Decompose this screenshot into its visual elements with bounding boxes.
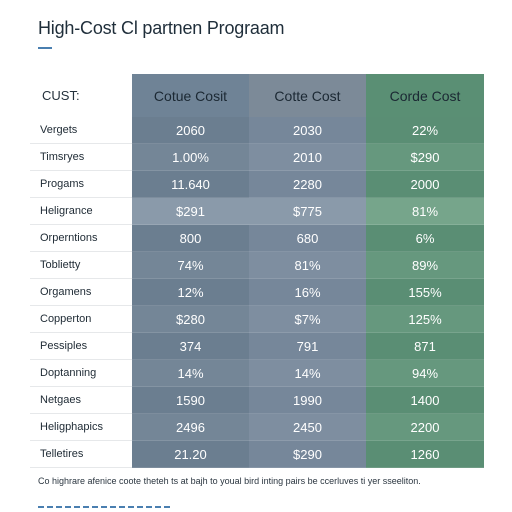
corner-label: CUST: xyxy=(30,74,132,117)
table-cell: 81% xyxy=(249,251,366,279)
table-cell: 1.00% xyxy=(132,143,249,171)
table-cell: 14% xyxy=(249,359,366,387)
table-cell: $291 xyxy=(132,197,249,225)
table-row: Toblietty 74% 81% 89% xyxy=(30,251,484,279)
table-row: Netgaes 1590 1990 1400 xyxy=(30,386,484,414)
table-row: Pessiples 374 791 871 xyxy=(30,332,484,360)
table-cell: 1400 xyxy=(366,386,484,414)
table-cell: $7% xyxy=(249,305,366,333)
row-label: Doptanning xyxy=(30,359,132,387)
table-cell: $280 xyxy=(132,305,249,333)
table-cell: 791 xyxy=(249,332,366,360)
row-label: Orgamens xyxy=(30,278,132,306)
row-label: Telletires xyxy=(30,440,132,468)
table-cell: 2010 xyxy=(249,143,366,171)
table-cell: 2496 xyxy=(132,413,249,441)
table-cell: 16% xyxy=(249,278,366,306)
table-cell: 6% xyxy=(366,224,484,252)
table-cell: 871 xyxy=(366,332,484,360)
table-cell: 155% xyxy=(366,278,484,306)
row-label: Copperton xyxy=(30,305,132,333)
row-label: Heligrance xyxy=(30,197,132,225)
table-cell: 11.640 xyxy=(132,170,249,198)
table-row: Timsryes 1.00% 2010 $290 xyxy=(30,143,484,171)
table-cell: 74% xyxy=(132,251,249,279)
table-cell: $775 xyxy=(249,197,366,225)
footnote: Co highrare afenice coote theteh ts at b… xyxy=(38,476,421,486)
footnote-link-rule xyxy=(38,506,173,508)
column-header-2: Cotte Cost xyxy=(249,74,366,117)
table-cell: $290 xyxy=(366,143,484,171)
table-cell: 14% xyxy=(132,359,249,387)
title-accent-rule xyxy=(38,47,52,49)
table-cell: 2200 xyxy=(366,413,484,441)
row-label: Vergets xyxy=(30,117,132,144)
table-row: Heligrance $291 $775 81% xyxy=(30,197,484,225)
table-cell: 2030 xyxy=(249,117,366,144)
table-cell: 1260 xyxy=(366,440,484,468)
row-label: Orperntions xyxy=(30,224,132,252)
table-cell: 2280 xyxy=(249,170,366,198)
table-cell: 1590 xyxy=(132,386,249,414)
table-cell: 94% xyxy=(366,359,484,387)
column-header-1: Cotue Cosit xyxy=(132,74,249,117)
table-cell: 22% xyxy=(366,117,484,144)
row-label: Heligphapics xyxy=(30,413,132,441)
table-row: Heligphapics 2496 2450 2200 xyxy=(30,413,484,441)
table-cell: 21.20 xyxy=(132,440,249,468)
table-cell: 2000 xyxy=(366,170,484,198)
table-cell: 2060 xyxy=(132,117,249,144)
row-label: Progams xyxy=(30,170,132,198)
row-label: Netgaes xyxy=(30,386,132,414)
table-row: Orgamens 12% 16% 155% xyxy=(30,278,484,306)
table-row: Doptanning 14% 14% 94% xyxy=(30,359,484,387)
table-cell: 89% xyxy=(366,251,484,279)
table-cell: 12% xyxy=(132,278,249,306)
page-title: High-Cost Cl partnen Prograam xyxy=(38,18,285,38)
row-label: Timsryes xyxy=(30,143,132,171)
table-row: Telletires 21.20 $290 1260 xyxy=(30,440,484,468)
table-body: Vergets 2060 2030 22% Timsryes 1.00% 2010 $290 P… xyxy=(30,117,484,468)
table-row: Progams 11.640 2280 2000 xyxy=(30,170,484,198)
table-cell: 81% xyxy=(366,197,484,225)
cost-table: CUST: Cotue Cosit Cotte Cost Corde Cost … xyxy=(30,74,484,468)
table-row: Vergets 2060 2030 22% xyxy=(30,117,484,144)
table-cell: 800 xyxy=(132,224,249,252)
table-cell: 374 xyxy=(132,332,249,360)
table-row: Copperton $280 $7% 125% xyxy=(30,305,484,333)
column-header-3: Corde Cost xyxy=(366,74,484,117)
table-cell: $290 xyxy=(249,440,366,468)
row-label: Pessiples xyxy=(30,332,132,360)
table-cell: 1990 xyxy=(249,386,366,414)
table-header-row: CUST: Cotue Cosit Cotte Cost Corde Cost xyxy=(30,74,484,117)
table-cell: 2450 xyxy=(249,413,366,441)
row-label: Toblietty xyxy=(30,251,132,279)
table-cell: 680 xyxy=(249,224,366,252)
table-row: Orperntions 800 680 6% xyxy=(30,224,484,252)
table-cell: 125% xyxy=(366,305,484,333)
